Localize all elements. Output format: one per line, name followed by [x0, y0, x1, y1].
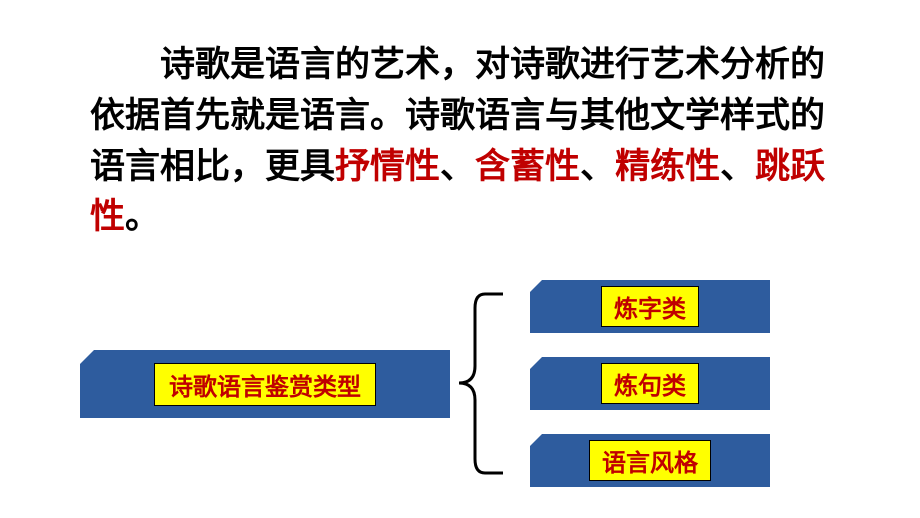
- type-label-1: 炼字类: [601, 286, 699, 327]
- sep-1: 、: [440, 147, 475, 186]
- type-box-1: 炼字类: [530, 280, 770, 333]
- type-label-2: 炼句类: [601, 363, 699, 404]
- main-category-label: 诗歌语言鉴赏类型: [154, 363, 376, 406]
- type-label-3: 语言风格: [589, 440, 711, 481]
- bracket-connector: [455, 286, 503, 481]
- type-box-3: 语言风格: [530, 434, 770, 487]
- diagram-container: 诗歌语言鉴赏类型 炼字类 炼句类 语言风格: [60, 280, 860, 500]
- sep-2: 、: [580, 147, 615, 186]
- paragraph-end: 。: [125, 197, 160, 236]
- sep-3: 、: [720, 147, 755, 186]
- highlight-2: 含蓄性: [475, 147, 580, 186]
- type-box-2: 炼句类: [530, 357, 770, 410]
- paragraph: 诗歌是语言的艺术，对诗歌进行艺术分析的依据首先就是语言。诗歌语言与其他文学样式的…: [90, 40, 850, 243]
- main-category-box: 诗歌语言鉴赏类型: [80, 350, 450, 418]
- highlight-1: 抒情性: [335, 147, 440, 186]
- highlight-3: 精练性: [615, 147, 720, 186]
